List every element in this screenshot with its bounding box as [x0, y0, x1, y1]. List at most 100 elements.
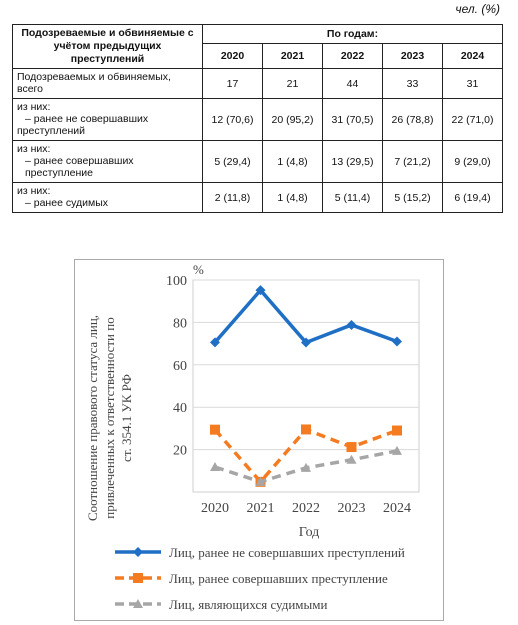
year-header: 2024: [442, 43, 503, 69]
row-label: из них: – ранее совершавших преступление: [12, 140, 203, 183]
series-line: [210, 285, 402, 348]
y-axis-title: Соотношение правового статуса лиц, привл…: [85, 315, 134, 521]
series-line: [210, 424, 402, 487]
y-tick-label: 60: [173, 359, 187, 374]
row-label-line: преступление: [25, 167, 93, 179]
table-header-row: Подозреваемые и обвиняемые с учётом пред…: [12, 24, 503, 69]
table-cell: 7 (21,2): [382, 140, 443, 183]
table-cell: 12 (70,6): [202, 98, 263, 141]
legend-label: Лиц, ранее совершавших преступление: [169, 571, 388, 586]
legend-label: Лиц, являющихся судимыми: [169, 597, 327, 612]
y-tick-label: 100: [166, 274, 187, 289]
row-label: из них: – ранее судимых: [12, 182, 203, 213]
table-cell: 5 (29,4): [202, 140, 263, 183]
table-cell: 1 (4,8): [262, 140, 323, 183]
table-cell: 13 (29,5): [322, 140, 383, 183]
data-point: [210, 337, 220, 348]
series-path: [213, 427, 398, 484]
axis-layer: 20 40 60 80 100 2020 2021 2022 2023 2024: [166, 274, 411, 516]
plot-frame: [192, 279, 420, 493]
y-axis-title-line: ст. 354.1 УК РФ: [119, 374, 134, 462]
row-label-line: всего: [17, 83, 43, 95]
table-cell: 17: [202, 68, 263, 99]
data-point: [301, 462, 311, 472]
y-tick-label: 20: [173, 444, 187, 459]
data-point: [210, 461, 220, 471]
row-label-line: – ранее совершавших: [25, 155, 134, 167]
table-row: Подозреваемых и обвиняемых, всего 17 21 …: [12, 68, 503, 99]
legend-item: Лиц, ранее не совершавших преступлений: [115, 545, 405, 560]
table-cell: 20 (95,2): [262, 98, 323, 141]
row-label-line: Подозреваемых и обвиняемых,: [17, 71, 171, 83]
data-point: [392, 425, 402, 436]
legend-label: Лиц, ранее не совершавших преступлений: [169, 545, 405, 560]
data-point: [301, 337, 311, 348]
data-point: [133, 573, 143, 583]
table-row: из них: – ранее судимых 2 (11,8) 1 (4,8)…: [12, 182, 503, 213]
table-cell: 2 (11,8): [202, 182, 263, 213]
line-chart: 20 40 60 80 100 2020 2021 2022 2023 2024 % Год Со…: [85, 262, 420, 612]
x-tick-label: 2021: [247, 501, 275, 516]
row-label: Подозреваемых и обвиняемых, всего: [12, 68, 203, 99]
table-cell: 5 (15,2): [382, 182, 443, 213]
series-layer: [210, 285, 402, 487]
table-group-header: По годам:: [202, 24, 503, 44]
data-point: [346, 442, 357, 453]
table-cell: 9 (29,0): [442, 140, 503, 183]
table-cell: 44: [322, 68, 383, 99]
y-axis-title-line: Соотношение правового статуса лиц,: [85, 315, 100, 521]
data-point: [301, 424, 311, 435]
table-cell: 21: [262, 68, 323, 99]
table-header-label: Подозреваемые и обвиняемые с учётом пред…: [12, 24, 203, 69]
series-path: [213, 288, 398, 345]
table-cell: 26 (78,8): [382, 98, 443, 141]
unit-label: чел. (%): [455, 2, 500, 16]
y-tick-label: 80: [173, 316, 187, 331]
table-cell: 1 (4,8): [262, 182, 323, 213]
table-cell: 31 (70,5): [322, 98, 383, 141]
x-axis-title: Год: [299, 525, 320, 540]
table-cell: 31: [442, 68, 503, 99]
y-axis-title-line: привлеченных к ответственности по: [102, 317, 117, 518]
data-point: [346, 319, 357, 330]
x-tick-label: 2023: [338, 501, 366, 516]
table-cell: 22 (71,0): [442, 98, 503, 141]
data-point: [392, 336, 402, 347]
data-table: Подозреваемые и обвиняемые с учётом пред…: [12, 24, 503, 213]
row-label-line: из них:: [17, 143, 51, 155]
row-label: из них: – ранее не совершавших преступле…: [12, 98, 203, 141]
table-row: из них: – ранее не совершавших преступле…: [12, 98, 503, 141]
row-label-line: из них:: [17, 185, 51, 197]
year-header: 2022: [322, 43, 383, 69]
row-label-line: преступлений: [17, 125, 85, 137]
table-cell: 33: [382, 68, 443, 99]
y-unit-label: %: [193, 262, 204, 277]
data-point: [133, 599, 143, 608]
data-point: [255, 476, 266, 486]
data-point: [133, 547, 143, 557]
data-point: [210, 424, 220, 435]
x-tick-label: 2020: [201, 501, 229, 516]
y-tick-label: 40: [173, 401, 187, 416]
table-cell: 5 (11,4): [322, 182, 383, 213]
row-label-line: – ранее судимых: [25, 197, 108, 209]
row-label-line: из них:: [17, 101, 51, 113]
legend-item: Лиц, являющихся судимыми: [115, 597, 327, 612]
year-header: 2023: [382, 43, 443, 69]
table-cell: 6 (19,4): [442, 182, 503, 213]
row-label-line: – ранее не совершавших: [25, 113, 149, 125]
series-line: [210, 445, 402, 486]
x-tick-label: 2024: [383, 501, 411, 516]
year-header: 2021: [262, 43, 323, 69]
year-header: 2020: [202, 43, 263, 69]
data-point: [392, 445, 402, 455]
x-tick-label: 2022: [292, 501, 320, 516]
table-row: из них: – ранее совершавших преступление…: [12, 140, 503, 183]
data-point: [255, 285, 266, 296]
chart-container: 20 40 60 80 100 2020 2021 2022 2023 2024 % Год Со…: [74, 259, 444, 621]
table-years-row: 2020 2021 2022 2023 2024: [13, 43, 503, 69]
grid-layer: [192, 279, 420, 493]
legend-item: Лиц, ранее совершавших преступление: [115, 571, 388, 586]
data-point: [346, 454, 357, 464]
legend: Лиц, ранее не совершавших преступлений Ли…: [115, 545, 405, 612]
